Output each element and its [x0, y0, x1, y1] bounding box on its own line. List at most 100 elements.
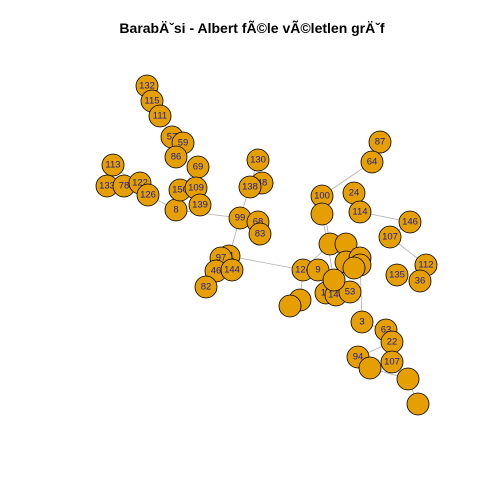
- vertex-label: 139: [192, 200, 208, 211]
- graph-vertex: 135: [385, 263, 409, 287]
- vertex-label: 140: [328, 290, 344, 301]
- vertex-circle: [348, 200, 372, 224]
- graph-vertex: [406, 392, 430, 416]
- vertex-circle: [338, 280, 362, 304]
- vertex-circle: [342, 256, 366, 280]
- vertex-label: 69: [193, 162, 204, 173]
- vertex-circle: [101, 153, 125, 177]
- vertex-label: 9: [315, 265, 320, 276]
- graph-vertex: 36: [408, 269, 432, 293]
- vertex-label: 83: [255, 229, 266, 240]
- graph-vertex: 64: [360, 150, 384, 174]
- vertex-circle: [398, 210, 422, 234]
- graph-vertex: 113: [101, 153, 125, 177]
- vertex-circle: [136, 183, 160, 207]
- vertex-label: 87: [375, 137, 386, 148]
- vertex-circle: [164, 145, 188, 169]
- vertex-label: 107: [382, 232, 398, 243]
- vertex-label: 8: [173, 205, 178, 216]
- graph-vertex: 114: [348, 200, 372, 224]
- vertex-label: 109: [188, 183, 204, 194]
- graph-vertex: 107: [378, 225, 402, 249]
- vertex-circle: [310, 202, 334, 226]
- vertex-circle: [220, 258, 244, 282]
- vertex-label: 59: [178, 138, 189, 149]
- vertex-label: 78: [119, 181, 130, 192]
- graph-vertex: 87: [368, 130, 392, 154]
- vertex-label: 126: [140, 190, 156, 201]
- vertex-label: 114: [352, 207, 367, 218]
- vertex-label: 3: [359, 317, 364, 328]
- vertex-label: 100: [314, 191, 330, 202]
- vertex-circle: [378, 225, 402, 249]
- graph-vertex: 22: [380, 330, 404, 354]
- graph-vertex: 111: [148, 104, 172, 128]
- vertex-circle: [408, 269, 432, 293]
- graph-vertex: [278, 294, 302, 318]
- vertex-circle: [406, 392, 430, 416]
- vertex-label: 48: [257, 178, 268, 189]
- vertex-circle: [380, 350, 404, 374]
- vertex-label: 97: [216, 253, 227, 264]
- vertex-label: 133: [99, 181, 115, 192]
- vertex-label: 112: [418, 260, 433, 271]
- vertex-label: 144: [224, 265, 240, 276]
- vertex-label: 86: [171, 152, 182, 163]
- vertex-label: 46: [211, 266, 222, 277]
- vertex-circle: [246, 148, 270, 172]
- vertex-circle: [148, 104, 172, 128]
- vertex-label: 135: [389, 270, 405, 281]
- vertex-label: 63: [381, 325, 392, 336]
- vertex-circle: [322, 268, 346, 292]
- vertex-label: 99: [235, 213, 246, 224]
- vertex-label: 111: [153, 111, 167, 122]
- vertex-label: 107: [384, 357, 400, 368]
- graph-vertex: [310, 202, 334, 226]
- vertex-label: 115: [144, 96, 159, 107]
- graph-vertex: 107: [380, 350, 404, 374]
- vertex-label: 68: [253, 217, 264, 228]
- vertex-circle: [358, 356, 382, 380]
- vertex-label: 130: [250, 155, 266, 166]
- vertex-circle: [278, 294, 302, 318]
- graph-vertex: [396, 367, 420, 391]
- graph-vertex: 86: [164, 145, 188, 169]
- vertex-label: 150: [172, 185, 188, 196]
- vertex-label: 124: [295, 265, 311, 276]
- vertex-label: 146: [402, 217, 418, 228]
- vertex-circle: [238, 175, 262, 199]
- vertex-circle: [188, 193, 212, 217]
- vertex-label: 132: [139, 81, 155, 92]
- vertex-label: 57: [167, 132, 178, 143]
- vertex-label: 122: [132, 178, 148, 189]
- graph-vertex: 24: [342, 181, 366, 205]
- vertex-label: 24: [349, 188, 360, 199]
- graph-vertex: 130: [246, 148, 270, 172]
- vertex-label: 22: [387, 337, 398, 348]
- vertex-label: 94: [353, 352, 364, 363]
- graph-vertex: 144: [220, 258, 244, 282]
- graph-vertex: 3: [350, 310, 374, 334]
- graph-vertex: 146: [398, 210, 422, 234]
- vertex-label: 36: [415, 276, 426, 287]
- vertex-circle: [396, 367, 420, 391]
- vertex-label: 64: [367, 157, 378, 168]
- graph-vertex: 83: [248, 222, 272, 246]
- vertex-circle: [360, 150, 384, 174]
- graph-vertex: 69: [186, 155, 210, 179]
- graph-vertex: 139: [188, 193, 212, 217]
- vertex-circle: [248, 222, 272, 246]
- graph-vertex: 8: [164, 198, 188, 222]
- graph-vertex: 53: [338, 280, 362, 304]
- graph-edge: [228, 255, 304, 271]
- vertex-label: 53: [345, 287, 356, 298]
- vertex-circle: [350, 310, 374, 334]
- graph-vertex: 126: [136, 183, 160, 207]
- vertex-label: 113: [105, 160, 120, 171]
- vertex-label: 138: [242, 182, 258, 193]
- graph-vertex: [358, 356, 382, 380]
- graph-vertex: 82: [194, 275, 218, 299]
- graph-vertex: [322, 268, 346, 292]
